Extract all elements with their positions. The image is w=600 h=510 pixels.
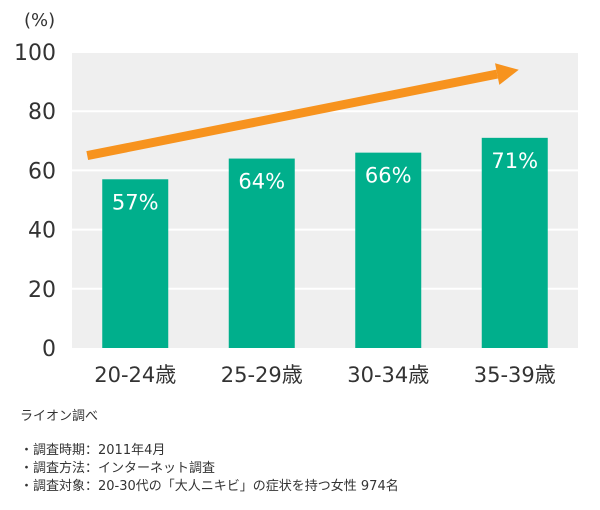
x-axis-labels: 20-24歳 25-29歳 30-34歳 35-39歳 (94, 363, 556, 387)
x-tick-label: 20-24歳 (94, 363, 176, 387)
data-label: 71% (491, 149, 538, 173)
bar (102, 179, 169, 348)
source-note: ライオン調べ (20, 409, 99, 424)
y-tick-label: 40 (28, 219, 56, 244)
bar (481, 137, 548, 348)
bars (102, 137, 548, 348)
bar (355, 152, 422, 348)
x-tick-label: 30-34歳 (347, 363, 429, 387)
y-tick-label: 60 (28, 159, 56, 184)
trend-arrow-shaft (86, 69, 499, 161)
notes: ライオン調べ ・調査時期：2011年4月 ・調査方法：インターネット調査 ・調査… (20, 408, 590, 496)
data-label: 64% (238, 170, 285, 194)
y-axis-unit-label: (%) (24, 10, 55, 31)
x-tick-label: 35-39歳 (474, 363, 556, 387)
y-axis-ticks: 0 20 40 60 80 100 (14, 41, 56, 362)
trend-arrow (86, 63, 519, 161)
y-tick-label: 20 (28, 278, 56, 303)
bar-chart: 0 20 40 60 80 100 57% 64% 66% 71% 20-24歳 25-29歳 30… (14, 10, 578, 387)
trend-arrow-head (495, 63, 519, 85)
survey-method-note: ・調査方法：インターネット調査 (20, 461, 216, 476)
data-labels: 57% 64% 66% 71% (112, 149, 538, 214)
y-tick-label: 0 (42, 337, 56, 362)
data-label: 66% (365, 164, 412, 188)
bar (228, 158, 295, 348)
x-tick-label: 25-29歳 (221, 363, 303, 387)
survey-target-note: ・調査対象：20-30代の「大人ニキビ」の症状を持つ女性 974名 (20, 479, 399, 494)
y-tick-label: 80 (28, 100, 56, 125)
data-label: 57% (112, 190, 159, 214)
y-tick-label: 100 (14, 41, 56, 66)
survey-period-note: ・調査時期：2011年4月 (20, 443, 166, 458)
